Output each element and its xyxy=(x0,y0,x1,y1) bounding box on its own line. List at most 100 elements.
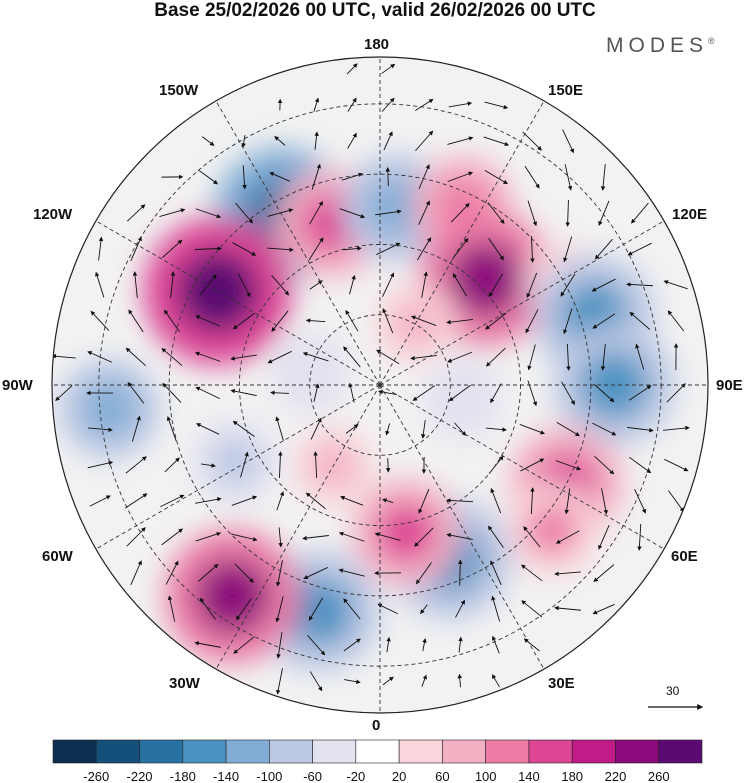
colorbar-tick-label: -100 xyxy=(256,769,282,783)
wind-arrow xyxy=(562,129,574,154)
wind-arrow xyxy=(232,420,255,437)
wind-arrow xyxy=(523,526,541,548)
wind-arrow xyxy=(458,636,463,653)
wind-arrow xyxy=(454,422,467,436)
wind-arrow xyxy=(348,382,355,403)
wind-arrow xyxy=(565,199,570,227)
wind-arrow xyxy=(199,597,217,620)
wind-arrow xyxy=(527,200,538,227)
wind-arrow xyxy=(309,200,323,225)
wind-arrow xyxy=(338,568,365,577)
wind-arrow xyxy=(89,495,111,507)
wind-arrow xyxy=(275,668,283,695)
wind-arrow xyxy=(598,524,610,550)
wind-arrow xyxy=(98,236,104,261)
wind-arrow xyxy=(410,355,437,361)
colorbar-box xyxy=(485,739,530,764)
wind-arrow xyxy=(164,457,180,473)
wind-arrow xyxy=(382,498,394,503)
wind-arrow xyxy=(592,603,615,615)
wind-arrow xyxy=(339,208,366,219)
wind-arrow xyxy=(418,488,430,514)
wind-arrow xyxy=(420,604,428,615)
graticule xyxy=(52,57,708,713)
wind-arrow xyxy=(313,451,318,479)
wind-arrow xyxy=(415,130,434,152)
wind-arrow xyxy=(128,309,144,333)
meridian-line xyxy=(95,220,381,386)
wind-arrow xyxy=(132,271,138,298)
wind-arrow xyxy=(162,239,183,259)
wind-arrow xyxy=(309,671,323,692)
wind-arrow xyxy=(457,673,463,688)
wind-arrow xyxy=(267,247,294,252)
colorbar-tick-label: -140 xyxy=(213,769,239,783)
wind-arrow xyxy=(310,417,322,440)
wind-arrow xyxy=(414,527,434,547)
wind-arrow xyxy=(555,530,580,544)
wind-arrow xyxy=(485,312,507,330)
wind-arrow xyxy=(564,164,573,191)
registered-mark: ® xyxy=(708,36,715,46)
wind-arrow xyxy=(159,208,186,217)
colorbar-tick-label: -260 xyxy=(83,769,109,783)
wind-arrow xyxy=(527,344,536,371)
wind-arrow xyxy=(487,202,505,224)
anomaly-core xyxy=(526,503,579,556)
wind-arrow xyxy=(52,353,76,359)
anomaly-core xyxy=(376,503,436,563)
wind-arrow xyxy=(627,426,654,433)
lon-label-30e: 30E xyxy=(548,675,575,692)
wind-arrow xyxy=(628,385,652,401)
wind-arrow xyxy=(520,458,545,472)
wind-arrow xyxy=(375,209,402,216)
wind-arrow xyxy=(520,564,543,582)
colorbar-box xyxy=(615,739,660,764)
wind-arrow xyxy=(484,101,509,110)
wind-arrow xyxy=(523,638,540,652)
wind-arrow xyxy=(274,136,286,146)
wind-arrow xyxy=(561,381,575,406)
lon-label-150e: 150E xyxy=(548,82,584,99)
wind-arrow xyxy=(554,571,581,577)
wind-arrow xyxy=(591,278,616,292)
wind-arrow xyxy=(234,563,254,583)
wind-arrow xyxy=(166,416,177,442)
colorbar-box xyxy=(528,739,573,764)
wind-arrow xyxy=(232,312,255,330)
wind-vectors xyxy=(52,63,690,695)
lon-label-90w: 90W xyxy=(2,377,33,394)
wind-arrow xyxy=(162,382,182,403)
wind-arrow xyxy=(446,318,473,325)
meridian-line xyxy=(215,384,381,670)
colorbar-box xyxy=(139,739,184,764)
colorbar-tick-label: -180 xyxy=(170,769,196,783)
colorbar-box xyxy=(52,739,97,764)
wind-arrow xyxy=(418,164,430,190)
wind-arrow xyxy=(485,347,506,367)
wind-arrow xyxy=(485,427,507,432)
anomaly-core xyxy=(448,241,524,317)
wind-arrow xyxy=(235,202,254,224)
wind-arrow xyxy=(627,242,652,256)
wind-arrow xyxy=(377,603,399,615)
lon-label-90e: 90E xyxy=(716,377,743,394)
wind-arrow xyxy=(447,136,474,145)
lon-label-180: 180 xyxy=(364,36,390,53)
wind-arrow xyxy=(598,200,610,226)
wind-arrow xyxy=(455,599,465,618)
colorbar-tick-label: 220 xyxy=(605,769,627,783)
wind-arrow xyxy=(344,679,361,684)
wind-arrow xyxy=(378,389,398,396)
map-title: Base 25/02/2026 00 UTC, valid 26/02/2026… xyxy=(154,0,596,21)
wind-arrow xyxy=(276,560,283,587)
wind-arrow xyxy=(195,208,222,219)
wind-arrow xyxy=(666,383,686,403)
wind-arrow xyxy=(421,271,428,298)
wind-arrow xyxy=(664,458,689,472)
anomaly-core xyxy=(195,559,270,634)
colorbar-tick-label: -20 xyxy=(346,769,365,783)
wind-arrow xyxy=(386,636,391,653)
wind-arrow xyxy=(381,63,396,74)
colorbar-box xyxy=(658,739,703,764)
